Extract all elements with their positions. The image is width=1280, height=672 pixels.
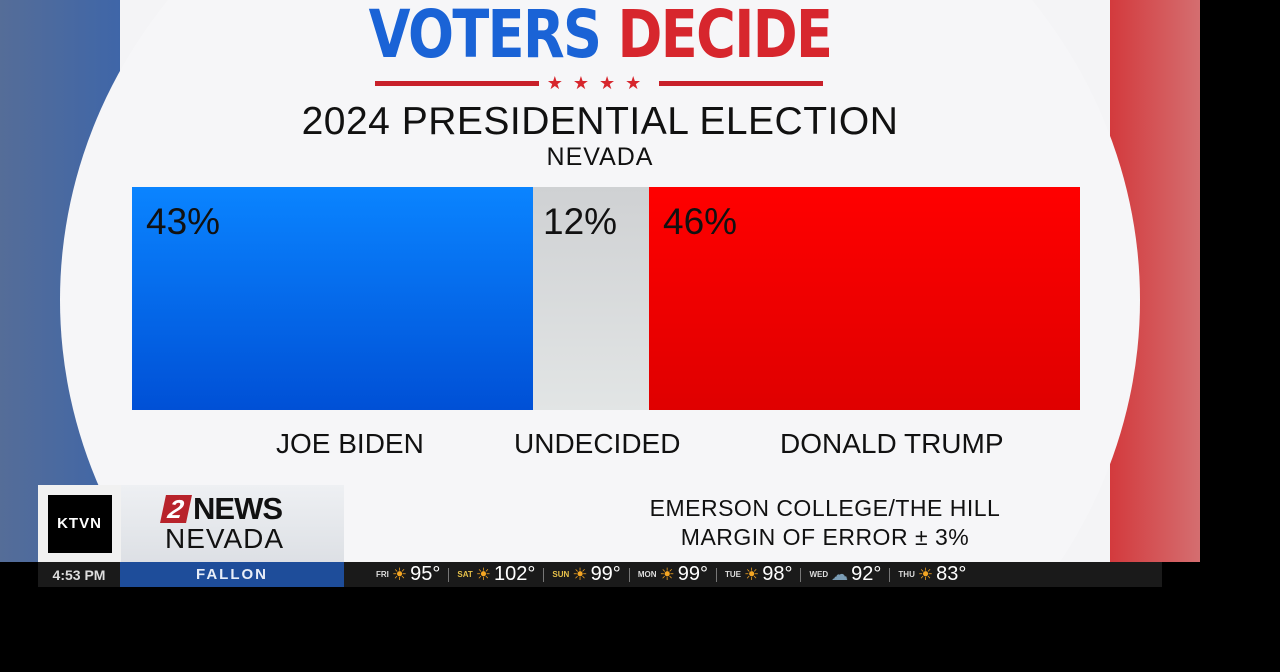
day-label: SAT [457,570,473,579]
election-title: 2024 PRESIDENTIAL ELECTION [301,100,899,143]
results-bar-chart: 43% 12% 46% [132,187,1080,410]
bar-trump: 46% [649,187,1080,410]
day-label: TUE [724,570,741,579]
voters-decide-title: VOTERS DECIDE [108,0,1092,70]
wind-icon: ☁ [831,565,849,584]
bar-biden: 43% [132,187,533,410]
sun-icon: ☀ [743,565,760,584]
forecast-wed: WED ☁ 92° [801,563,889,586]
bar-biden-pct: 43% [146,201,221,242]
station-branding: KTVN 2 NEWS NEVADA [38,485,344,562]
clock: 4:53 PM [52,566,106,583]
title-rule: ★★★★ [375,73,824,93]
day-label: MON [637,570,657,579]
ktvn-logo: KTVN [47,494,112,553]
day-label: WED [809,570,829,579]
temperature: 99° [677,563,708,585]
day-label: FRI [376,570,389,579]
2news-nevada-logo: 2 NEWS NEVADA [121,485,344,562]
poll-source: EMERSON COLLEGE/THE HILL [649,495,1001,521]
label-undecided: UNDECIDED [514,428,681,459]
divider [715,567,717,582]
state-name: NEVADA [546,143,654,171]
sun-icon: ☀ [917,565,934,584]
title-voters: VOTERS [368,0,602,73]
sun-icon: ☀ [659,565,675,584]
forecast-thu: THU ☀ 83° [890,563,974,586]
temperature: 98° [762,563,793,585]
divider [889,567,891,582]
divider [800,567,802,582]
day-label: THU [898,570,915,579]
temperature: 95° [410,563,441,585]
forecast-location: FALLON [120,562,344,587]
margin-of-error: MARGIN OF ERROR ± 3% [680,524,970,550]
channel-number: 2 [160,494,192,524]
forecast-fri: FRI ☀ 95° [368,563,448,586]
sun-icon: ☀ [475,565,492,584]
seven-day-forecast: FRI ☀ 95° SAT ☀ 102° SUN ☀ 99° MON ☀ 99°… [344,563,1162,586]
broadcast-frame: VOTERS DECIDE ★★★★ 2024 PRESIDENTIAL ELE… [0,0,1200,562]
forecast-sat: SAT ☀ 102° [449,563,543,586]
temperature: 102° [494,563,536,585]
title-decide: DECIDE [617,0,833,73]
stars-icon: ★★★★ [546,73,652,93]
weather-ticker: 4:53 PM FALLON FRI ☀ 95° SAT ☀ 102° SUN … [38,562,1162,587]
divider [543,567,545,582]
sun-icon: ☀ [572,565,588,584]
region-wordmark: NEVADA [165,523,285,554]
temperature: 83° [936,563,967,585]
temperature: 92° [851,563,882,585]
rule-line-left [375,80,539,86]
bar-undecided: 12% [533,187,649,410]
2news-wordmark: 2 NEWS [160,491,283,527]
label-biden: JOE BIDEN [276,428,424,459]
rule-line-right [659,80,824,86]
bar-undecided-pct: 12% [543,201,618,242]
forecast-tue: TUE ☀ 98° [717,563,801,586]
sun-icon: ☀ [391,565,408,584]
divider [448,567,450,582]
forecast-sun: SUN ☀ 99° [544,563,628,586]
temperature: 99° [590,563,621,585]
news-wordmark: NEWS [193,491,283,526]
ktvn-logo-wrap: KTVN [38,485,121,562]
day-label: SUN [552,570,570,579]
forecast-mon: MON ☀ 99° [630,563,716,586]
label-trump: DONALD TRUMP [780,428,1004,459]
bar-trump-pct: 46% [663,201,738,242]
divider [628,567,630,582]
